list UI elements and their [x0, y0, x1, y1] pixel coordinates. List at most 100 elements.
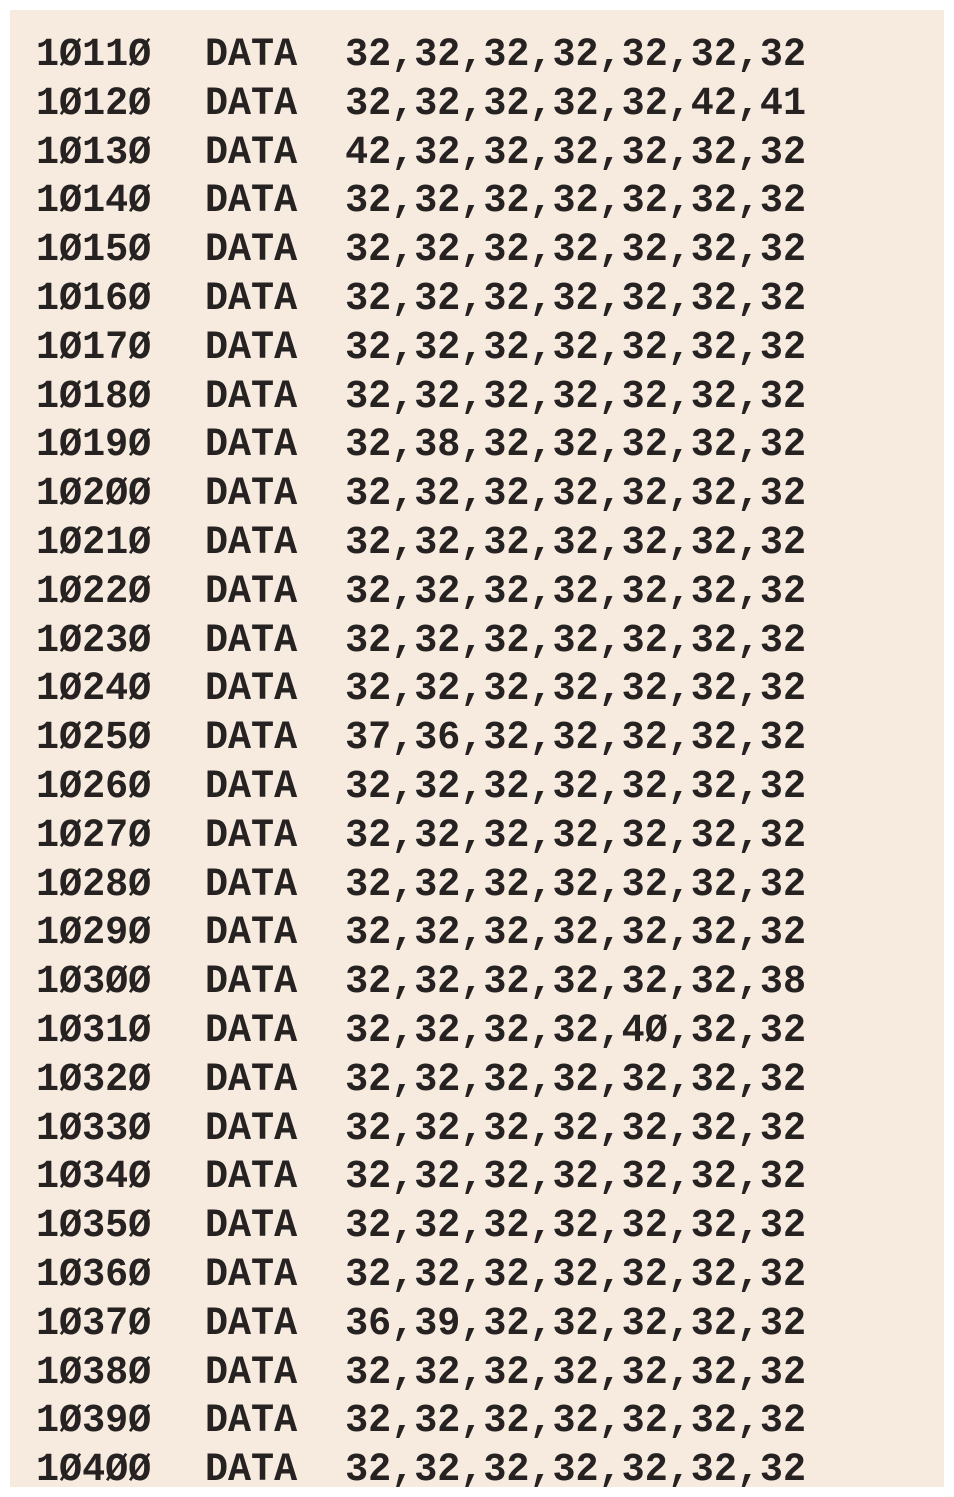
program-line: 1Ø17Ø DATA 32,32,32,32,32,32,32 — [36, 325, 908, 374]
data-keyword: DATA — [204, 618, 298, 664]
data-keyword: DATA — [204, 228, 298, 274]
data-keyword: DATA — [204, 1350, 298, 1396]
data-values: 32,32,32,32,32,32,32 — [345, 1106, 806, 1152]
data-values: 32,32,32,32,32,32,32 — [345, 1155, 806, 1201]
data-values: 32,32,32,32,32,32,32 — [345, 1252, 806, 1298]
program-line: 1Ø31Ø DATA 32,32,32,32,4Ø,32,32 — [36, 1008, 908, 1057]
line-number: 1Ø3ØØ — [36, 960, 152, 1006]
data-keyword: DATA — [204, 1301, 298, 1347]
line-number: 1Ø32Ø — [36, 1057, 152, 1103]
data-values: 32,32,32,32,32,32,32 — [345, 228, 806, 274]
line-number: 1Ø15Ø — [36, 228, 152, 274]
data-keyword: DATA — [204, 130, 298, 176]
data-keyword: DATA — [204, 423, 298, 469]
program-line: 1Ø36Ø DATA 32,32,32,32,32,32,32 — [36, 1252, 908, 1301]
data-keyword: DATA — [204, 960, 298, 1006]
data-keyword: DATA — [204, 472, 298, 518]
data-values: 32,32,32,32,32,32,32 — [345, 1057, 806, 1103]
data-values: 42,32,32,32,32,32,32 — [345, 130, 806, 176]
line-number: 1Ø36Ø — [36, 1252, 152, 1298]
data-keyword: DATA — [204, 862, 298, 908]
data-keyword: DATA — [204, 1155, 298, 1201]
line-number: 1Ø13Ø — [36, 130, 152, 176]
program-line: 1Ø33Ø DATA 32,32,32,32,32,32,32 — [36, 1106, 908, 1155]
program-line: 1Ø4ØØ DATA 32,32,32,32,32,32,32 — [36, 1447, 908, 1487]
data-values: 32,32,32,32,32,32,32 — [345, 911, 806, 957]
line-number: 1Ø21Ø — [36, 520, 152, 566]
data-values: 32,32,32,32,32,32,32 — [345, 179, 806, 225]
data-keyword: DATA — [204, 569, 298, 615]
data-keyword: DATA — [204, 1204, 298, 1250]
line-number: 1Ø11Ø — [36, 33, 152, 78]
data-values: 32,32,32,32,32,32,32 — [345, 1350, 806, 1396]
line-number: 1Ø18Ø — [36, 374, 152, 420]
data-keyword: DATA — [204, 325, 298, 371]
data-values: 32,32,32,32,32,32,32 — [345, 33, 806, 78]
program-line: 1Ø23Ø DATA 32,32,32,32,32,32,32 — [36, 618, 908, 667]
line-number: 1Ø17Ø — [36, 325, 152, 371]
data-keyword: DATA — [204, 1448, 298, 1487]
program-line: 1Ø25Ø DATA 37,36,32,32,32,32,32 — [36, 715, 908, 764]
line-number: 1Ø27Ø — [36, 813, 152, 859]
data-values: 32,32,32,32,32,32,32 — [345, 472, 806, 518]
data-keyword: DATA — [204, 179, 298, 225]
data-values: 32,32,32,32,32,32,32 — [345, 569, 806, 615]
data-values: 36,39,32,32,32,32,32 — [345, 1301, 806, 1347]
line-number: 1Ø24Ø — [36, 667, 152, 713]
line-number: 1Ø12Ø — [36, 81, 152, 127]
line-number: 1Ø34Ø — [36, 1155, 152, 1201]
data-values: 32,32,32,32,32,32,32 — [345, 618, 806, 664]
line-number: 1Ø4ØØ — [36, 1448, 152, 1487]
program-line: 1Ø34Ø DATA 32,32,32,32,32,32,32 — [36, 1154, 908, 1203]
line-number: 1Ø31Ø — [36, 1008, 152, 1054]
data-values: 32,32,32,32,32,32,32 — [345, 764, 806, 810]
data-values: 32,32,32,32,32,32,32 — [345, 1204, 806, 1250]
data-values: 32,32,32,32,32,32,32 — [345, 813, 806, 859]
data-values: 32,32,32,32,32,32,32 — [345, 862, 806, 908]
listing-page: 1Ø11Ø DATA 32,32,32,32,32,32,32 1Ø12Ø DATA 3… — [10, 10, 944, 1487]
line-number: 1Ø22Ø — [36, 569, 152, 615]
data-values: 32,32,32,32,32,32,32 — [345, 667, 806, 713]
data-keyword: DATA — [204, 813, 298, 859]
program-line: 1Ø15Ø DATA 32,32,32,32,32,32,32 — [36, 227, 908, 276]
data-values: 32,32,32,32,32,42,41 — [345, 81, 806, 127]
line-number: 1Ø33Ø — [36, 1106, 152, 1152]
program-line: 1Ø28Ø DATA 32,32,32,32,32,32,32 — [36, 862, 908, 911]
data-values: 32,32,32,32,32,32,32 — [345, 520, 806, 566]
data-values: 37,36,32,32,32,32,32 — [345, 716, 806, 762]
data-keyword: DATA — [204, 667, 298, 713]
line-number: 1Ø23Ø — [36, 618, 152, 664]
line-number: 1Ø14Ø — [36, 179, 152, 225]
data-keyword: DATA — [204, 1057, 298, 1103]
data-keyword: DATA — [204, 1106, 298, 1152]
data-keyword: DATA — [204, 374, 298, 420]
program-line: 1Ø18Ø DATA 32,32,32,32,32,32,32 — [36, 374, 908, 423]
program-line: 1Ø11Ø DATA 32,32,32,32,32,32,32 — [36, 32, 908, 81]
data-values: 32,32,32,32,32,32,38 — [345, 960, 806, 1006]
program-line: 1Ø14Ø DATA 32,32,32,32,32,32,32 — [36, 178, 908, 227]
data-keyword: DATA — [204, 1399, 298, 1445]
line-number: 1Ø28Ø — [36, 862, 152, 908]
program-line: 1Ø32Ø DATA 32,32,32,32,32,32,32 — [36, 1057, 908, 1106]
program-line: 1Ø39Ø DATA 32,32,32,32,32,32,32 — [36, 1398, 908, 1447]
program-line: 1Ø16Ø DATA 32,32,32,32,32,32,32 — [36, 276, 908, 325]
line-number: 1Ø35Ø — [36, 1204, 152, 1250]
data-values: 32,32,32,32,32,32,32 — [345, 1399, 806, 1445]
program-line: 1Ø12Ø DATA 32,32,32,32,32,42,41 — [36, 81, 908, 130]
basic-program-listing: 1Ø11Ø DATA 32,32,32,32,32,32,32 1Ø12Ø DATA 3… — [36, 32, 908, 1487]
program-line: 1Ø2ØØ DATA 32,32,32,32,32,32,32 — [36, 471, 908, 520]
line-number: 1Ø29Ø — [36, 911, 152, 957]
line-number: 1Ø2ØØ — [36, 472, 152, 518]
line-number: 1Ø16Ø — [36, 276, 152, 322]
line-number: 1Ø39Ø — [36, 1399, 152, 1445]
data-values: 32,32,32,32,32,32,32 — [345, 276, 806, 322]
program-line: 1Ø37Ø DATA 36,39,32,32,32,32,32 — [36, 1301, 908, 1350]
line-number: 1Ø25Ø — [36, 716, 152, 762]
program-line: 1Ø35Ø DATA 32,32,32,32,32,32,32 — [36, 1203, 908, 1252]
program-line: 1Ø3ØØ DATA 32,32,32,32,32,32,38 — [36, 959, 908, 1008]
program-line: 1Ø27Ø DATA 32,32,32,32,32,32,32 — [36, 813, 908, 862]
data-keyword: DATA — [204, 764, 298, 810]
data-values: 32,32,32,32,32,32,32 — [345, 1448, 806, 1487]
line-number: 1Ø37Ø — [36, 1301, 152, 1347]
program-line: 1Ø38Ø DATA 32,32,32,32,32,32,32 — [36, 1350, 908, 1399]
